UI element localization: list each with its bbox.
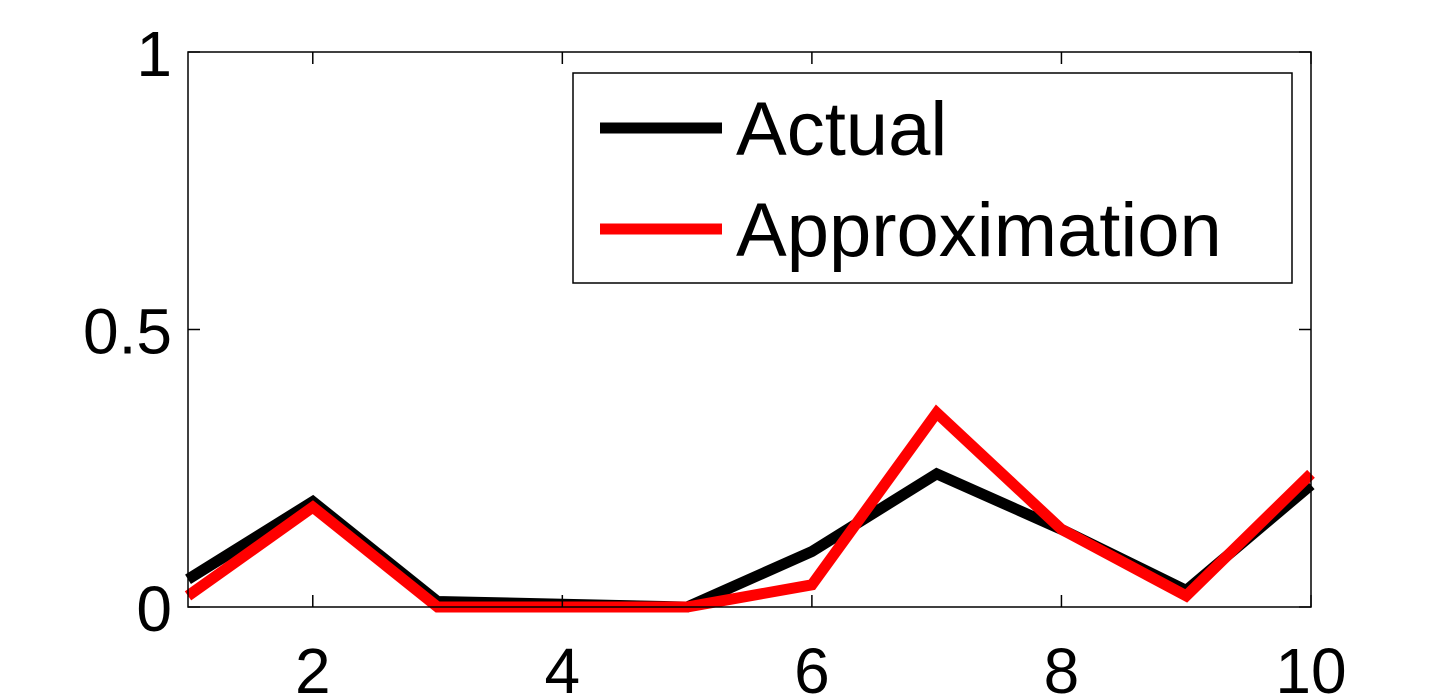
series-line-approximation xyxy=(184,404,1315,613)
y-tick-label: 1 xyxy=(136,18,172,90)
legend-label-actual: Actual xyxy=(736,87,947,172)
x-axis-tick-labels: 2 4 6 8 10 xyxy=(295,635,1347,697)
legend: Actual Approximation xyxy=(572,72,1293,284)
x-tick-label: 2 xyxy=(295,635,331,697)
tick-marks xyxy=(188,51,1312,608)
legend-label-approximation: Approximation xyxy=(736,188,1222,273)
y-tick-label: 0.5 xyxy=(83,296,172,368)
x-tick-label: 4 xyxy=(545,635,581,697)
legend-box xyxy=(572,72,1293,284)
y-tick-label: 0 xyxy=(136,573,172,645)
x-tick-label: 6 xyxy=(794,635,830,697)
y-axis-tick-labels: 00.51 xyxy=(83,18,172,645)
x-tick-label: 8 xyxy=(1044,635,1080,697)
series-layer xyxy=(184,404,1315,613)
x-tick-label: 10 xyxy=(1275,635,1346,697)
